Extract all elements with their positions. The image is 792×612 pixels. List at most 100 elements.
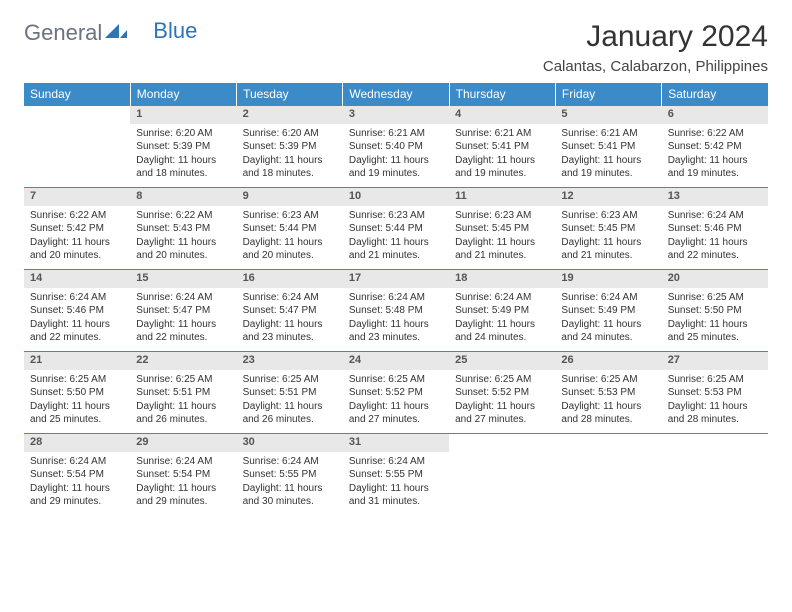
day-content-cell: Sunrise: 6:25 AMSunset: 5:50 PMDaylight:…	[662, 288, 768, 352]
sunrise-text: Sunrise: 6:21 AM	[349, 127, 443, 141]
sunrise-text: Sunrise: 6:24 AM	[561, 291, 655, 305]
day1-text: Daylight: 11 hours	[561, 236, 655, 250]
day1-text: Daylight: 11 hours	[349, 236, 443, 250]
day2-text: and 30 minutes.	[243, 495, 337, 509]
day-content-cell: Sunrise: 6:24 AMSunset: 5:46 PMDaylight:…	[662, 206, 768, 270]
day-number-cell: 29	[130, 434, 236, 452]
sunrise-text: Sunrise: 6:25 AM	[668, 291, 762, 305]
brand-part1: General	[24, 20, 102, 46]
sunset-text: Sunset: 5:42 PM	[668, 140, 762, 154]
day-content-cell: Sunrise: 6:20 AMSunset: 5:39 PMDaylight:…	[130, 124, 236, 188]
sunset-text: Sunset: 5:40 PM	[349, 140, 443, 154]
sunrise-text: Sunrise: 6:25 AM	[349, 373, 443, 387]
day-content-cell: Sunrise: 6:25 AMSunset: 5:51 PMDaylight:…	[237, 370, 343, 434]
sunset-text: Sunset: 5:45 PM	[561, 222, 655, 236]
day-number-cell: 31	[343, 434, 449, 452]
day1-text: Daylight: 11 hours	[243, 400, 337, 414]
sunset-text: Sunset: 5:55 PM	[243, 468, 337, 482]
day-number-cell: 9	[237, 188, 343, 206]
day-number-cell	[24, 106, 130, 124]
day2-text: and 27 minutes.	[455, 413, 549, 427]
day-number-cell: 7	[24, 188, 130, 206]
day-number-cell: 6	[662, 106, 768, 124]
day2-text: and 23 minutes.	[243, 331, 337, 345]
sunset-text: Sunset: 5:53 PM	[561, 386, 655, 400]
day-content-cell: Sunrise: 6:25 AMSunset: 5:50 PMDaylight:…	[24, 370, 130, 434]
day-content-cell: Sunrise: 6:22 AMSunset: 5:43 PMDaylight:…	[130, 206, 236, 270]
day-number-cell: 13	[662, 188, 768, 206]
day-number-row: 78910111213	[24, 188, 768, 206]
day2-text: and 27 minutes.	[349, 413, 443, 427]
day1-text: Daylight: 11 hours	[243, 318, 337, 332]
sunrise-text: Sunrise: 6:25 AM	[30, 373, 124, 387]
day2-text: and 19 minutes.	[455, 167, 549, 181]
sunrise-text: Sunrise: 6:25 AM	[668, 373, 762, 387]
day2-text: and 24 minutes.	[561, 331, 655, 345]
day2-text: and 22 minutes.	[30, 331, 124, 345]
day1-text: Daylight: 11 hours	[243, 482, 337, 496]
sunset-text: Sunset: 5:52 PM	[455, 386, 549, 400]
day-content-cell: Sunrise: 6:21 AMSunset: 5:41 PMDaylight:…	[555, 124, 661, 188]
sunset-text: Sunset: 5:45 PM	[455, 222, 549, 236]
sunset-text: Sunset: 5:48 PM	[349, 304, 443, 318]
sunrise-text: Sunrise: 6:25 AM	[136, 373, 230, 387]
sunset-text: Sunset: 5:41 PM	[455, 140, 549, 154]
day-content-cell: Sunrise: 6:25 AMSunset: 5:52 PMDaylight:…	[449, 370, 555, 434]
day-content-cell: Sunrise: 6:24 AMSunset: 5:54 PMDaylight:…	[24, 452, 130, 516]
day-content-row: Sunrise: 6:24 AM Sunset: 5:54 PM Daylight:…	[24, 452, 768, 516]
day-number-cell: 23	[237, 352, 343, 370]
day-number-cell: 18	[449, 270, 555, 288]
title-block: January 2024 Calantas, Calabarzon, Phili…	[543, 20, 768, 75]
day-number-cell: 14	[24, 270, 130, 288]
sunset-text: Sunset: 5:51 PM	[243, 386, 337, 400]
day1-text: Daylight: 11 hours	[30, 400, 124, 414]
weekday-header: Tuesday	[237, 83, 343, 106]
day-content-cell: Sunrise: 6:24 AMSunset: 5:55 PMDaylight:…	[343, 452, 449, 516]
day-number-cell: 10	[343, 188, 449, 206]
day1-text: Daylight: 11 hours	[561, 318, 655, 332]
sunset-text: Sunset: 5:43 PM	[136, 222, 230, 236]
day2-text: and 19 minutes.	[668, 167, 762, 181]
sunset-text: Sunset: 5:44 PM	[243, 222, 337, 236]
day1-text: Daylight: 11 hours	[455, 400, 549, 414]
day2-text: and 21 minutes.	[455, 249, 549, 263]
day1-text: Daylight: 11 hours	[136, 236, 230, 250]
day-content-cell: Sunrise: 6:24 AMSunset: 5:47 PMDaylight:…	[237, 288, 343, 352]
day-content-cell: Sunrise: 6:22 AMSunset: 5:42 PMDaylight:…	[662, 124, 768, 188]
day2-text: and 22 minutes.	[136, 331, 230, 345]
day2-text: and 25 minutes.	[30, 413, 124, 427]
day1-text: Daylight: 11 hours	[561, 154, 655, 168]
sunset-text: Sunset: 5:39 PM	[243, 140, 337, 154]
sunset-text: Sunset: 5:41 PM	[561, 140, 655, 154]
day-number-cell: 22	[130, 352, 236, 370]
day2-text: and 20 minutes.	[30, 249, 124, 263]
day-number-cell: 26	[555, 352, 661, 370]
day2-text: and 18 minutes.	[136, 167, 230, 181]
brand-sail-icon	[105, 22, 127, 45]
sunrise-text: Sunrise: 6:20 AM	[136, 127, 230, 141]
sunrise-text: Sunrise: 6:21 AM	[561, 127, 655, 141]
day2-text: and 25 minutes.	[668, 331, 762, 345]
day2-text: and 18 minutes.	[243, 167, 337, 181]
day-content-row: Sunrise: 6:25 AMSunset: 5:50 PMDaylight:…	[24, 370, 768, 434]
day1-text: Daylight: 11 hours	[349, 154, 443, 168]
weekday-header: Saturday	[662, 83, 768, 106]
sunrise-text: Sunrise: 6:24 AM	[668, 209, 762, 223]
brand-logo: General Blue	[24, 20, 197, 46]
day-content-cell: Sunrise: 6:25 AMSunset: 5:52 PMDaylight:…	[343, 370, 449, 434]
day-number-cell: 1	[130, 106, 236, 124]
day1-text: Daylight: 11 hours	[136, 482, 230, 496]
brand-part2: Blue	[153, 18, 197, 44]
day-content-cell: Sunrise: 6:21 AMSunset: 5:41 PMDaylight:…	[449, 124, 555, 188]
sunset-text: Sunset: 5:54 PM	[30, 468, 124, 482]
weekday-header: Sunday	[24, 83, 130, 106]
day2-text: and 29 minutes.	[30, 495, 124, 509]
sunrise-text: Sunrise: 6:24 AM	[349, 291, 443, 305]
day1-text: Daylight: 11 hours	[668, 236, 762, 250]
day1-text: Daylight: 11 hours	[30, 318, 124, 332]
sunset-text: Sunset: 5:50 PM	[668, 304, 762, 318]
sunrise-text: Sunrise: 6:24 AM	[136, 455, 230, 469]
day-content-cell: Sunrise: 6:24 AMSunset: 5:49 PMDaylight:…	[449, 288, 555, 352]
day1-text: Daylight: 11 hours	[349, 318, 443, 332]
day1-text: Daylight: 11 hours	[561, 400, 655, 414]
